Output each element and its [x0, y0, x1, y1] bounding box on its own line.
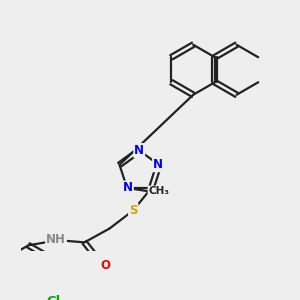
Text: NH: NH — [46, 233, 66, 246]
Text: N: N — [153, 158, 163, 171]
Text: N: N — [123, 182, 133, 194]
Text: S: S — [129, 204, 137, 217]
Text: O: O — [100, 259, 110, 272]
Text: Cl: Cl — [46, 295, 60, 300]
Text: N: N — [134, 144, 144, 157]
Text: CH₃: CH₃ — [148, 186, 170, 197]
